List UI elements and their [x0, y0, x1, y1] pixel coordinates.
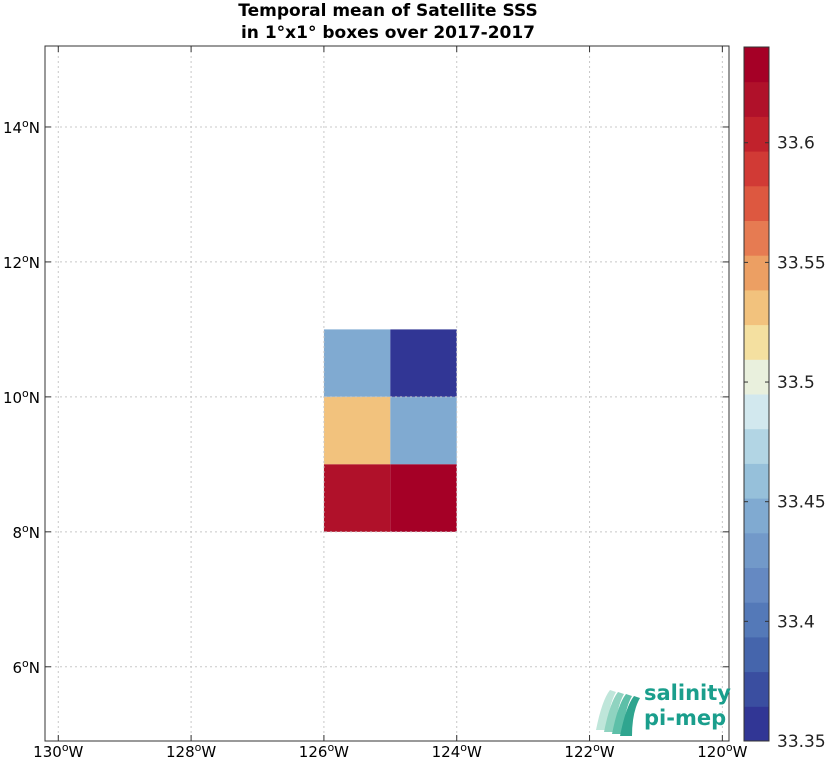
colorbar-segment: [744, 289, 769, 326]
x-tick-label: 126oW: [299, 741, 349, 761]
y-tick-label: 10oN: [3, 387, 40, 407]
logo-line1: salinity: [644, 681, 731, 705]
salinity-pimep-logo: salinity pi-mep: [596, 681, 731, 736]
x-tick-label: 130oW: [33, 741, 83, 761]
colorbar-segment: [744, 116, 769, 152]
colorbar-segment: [744, 255, 769, 291]
y-tick-label: 6oN: [12, 657, 40, 677]
colorbar-segment: [744, 359, 769, 395]
colorbar-segment: [744, 151, 769, 187]
colorbar-tick-label: 33.4: [777, 612, 815, 632]
data-cell: [323, 396, 391, 465]
x-tick-label: 128oW: [166, 741, 216, 761]
colorbar-segment: [744, 636, 769, 673]
colorbar-tick-label: 33.6: [777, 134, 815, 154]
colorbar-tick-label: 33.35: [777, 732, 826, 752]
data-cell: [390, 329, 457, 397]
colorbar-segment: [744, 185, 769, 221]
y-tick-label: 12oN: [3, 252, 40, 272]
colorbar-segment: [744, 394, 769, 430]
chart-title-line2: in 1°x1° boxes over 2017-2017: [241, 23, 535, 43]
colorbar-frame: [743, 46, 770, 742]
colorbar-segment: [744, 463, 769, 499]
logo-wave: [596, 690, 616, 730]
logo-wave: [604, 692, 624, 732]
y-tick-label: 8oN: [12, 522, 40, 542]
colorbar-segment: [744, 47, 769, 83]
data-cell: [390, 396, 457, 465]
colorbar-segment: [744, 602, 769, 638]
chart-title-line1: Temporal mean of Satellite SSS: [238, 1, 537, 21]
y-tick-label: 14oN: [3, 117, 40, 137]
data-cell: [323, 329, 391, 397]
colorbar-segment: [744, 220, 769, 256]
colorbar-segment: [744, 81, 769, 117]
logo-waves-icon: [596, 690, 640, 736]
plot-area: 130oW 128oW 126oW 124oW 122oW 120oW 6oN 8oN 10oN…: [3, 45, 748, 761]
colorbar-segment: [744, 567, 769, 603]
data-cell: [323, 464, 391, 532]
colorbar-segment: [744, 532, 769, 568]
logo-line2: pi-mep: [644, 706, 726, 730]
colorbar-tick-label: 33.45: [777, 493, 826, 513]
colorbar-segment: [744, 498, 769, 534]
plot-frame: [44, 45, 730, 742]
logo-wave: [612, 694, 632, 734]
x-tick-label: 124oW: [432, 741, 482, 761]
colorbar-tick-label: 33.5: [777, 373, 815, 393]
colorbar-segment: [744, 671, 769, 707]
x-tick-label: 120oW: [697, 741, 747, 761]
x-tick-label: 122oW: [564, 741, 614, 761]
data-cell: [390, 464, 457, 532]
colorbar-segment: [744, 324, 769, 360]
colorbar: 33.35 33.4 33.45 33.5 33.55 33.6: [743, 46, 826, 752]
logo-wave: [620, 696, 640, 736]
colorbar-segment: [744, 706, 769, 742]
colorbar-segment: [744, 428, 769, 464]
colorbar-tick-label: 33.55: [777, 253, 826, 273]
